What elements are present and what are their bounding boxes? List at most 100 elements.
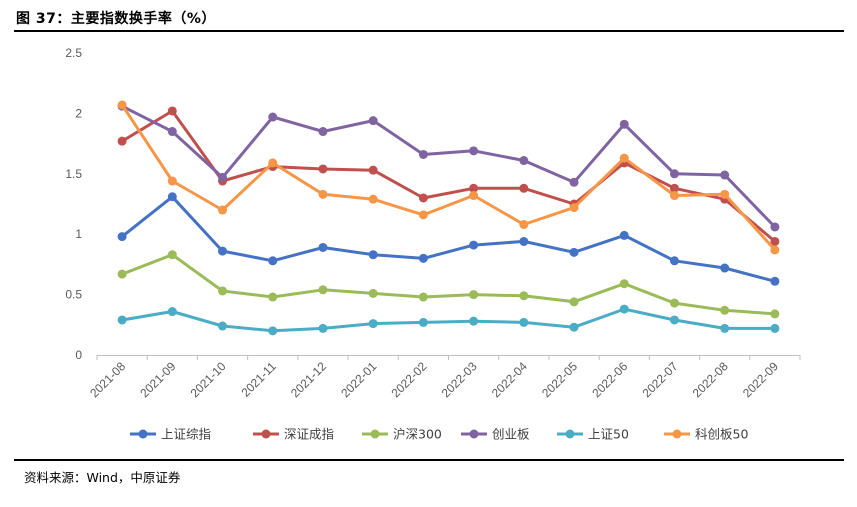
x-tick-label: 2022-09 (740, 359, 781, 400)
data-point (720, 189, 730, 199)
data-point (770, 245, 780, 255)
data-point (218, 321, 228, 331)
series-line (120, 104, 777, 229)
data-point (318, 127, 328, 137)
legend-label: 科创板50 (695, 427, 748, 442)
x-tick-label: 2022-05 (539, 359, 580, 400)
data-point (117, 269, 127, 279)
data-point (569, 203, 579, 213)
y-tick-label: 2.5 (65, 46, 82, 60)
y-tick-label: 0 (75, 348, 82, 362)
x-tick-label: 2022-04 (489, 359, 530, 400)
x-tick-label: 2022-06 (589, 359, 630, 400)
data-point (469, 183, 479, 193)
data-point (368, 165, 378, 175)
data-point (569, 177, 579, 187)
data-point (218, 286, 228, 296)
data-point (619, 279, 629, 289)
legend-label: 上证50 (588, 427, 629, 442)
figure-title: 图 37：主要指数换手率（%） (16, 11, 216, 27)
data-point (519, 220, 529, 230)
data-point (418, 193, 428, 203)
legend-label: 深证成指 (284, 427, 334, 442)
data-point (167, 307, 177, 317)
data-point (268, 112, 278, 122)
data-point (770, 323, 780, 333)
x-tick-label: 2022-07 (640, 359, 681, 400)
legend-label: 创业板 (492, 427, 530, 442)
data-point (519, 183, 529, 193)
x-tick-label: 2022-03 (439, 359, 480, 400)
x-tick-label: 2021-10 (188, 359, 229, 400)
data-point (218, 172, 228, 182)
data-point (720, 305, 730, 315)
data-point (469, 191, 479, 201)
legend-marker (370, 429, 380, 439)
legend-marker (469, 429, 479, 439)
data-point (268, 256, 278, 266)
data-point (167, 176, 177, 186)
data-point (469, 146, 479, 156)
y-tick-label: 1 (75, 227, 82, 241)
data-point (519, 236, 529, 246)
legend-marker (672, 429, 682, 439)
data-point (318, 285, 328, 295)
data-point (669, 256, 679, 266)
data-point (569, 297, 579, 307)
data-point (669, 315, 679, 325)
data-point (117, 100, 127, 110)
data-point (519, 317, 529, 327)
data-point (669, 298, 679, 308)
data-point (770, 236, 780, 246)
data-point (669, 191, 679, 201)
data-point (268, 326, 278, 336)
series-line (120, 109, 777, 243)
data-point (770, 309, 780, 319)
data-point (619, 153, 629, 163)
data-point (519, 291, 529, 301)
data-point (117, 136, 127, 146)
data-point (720, 170, 730, 180)
legend-label: 沪深300 (393, 427, 442, 442)
data-point (368, 319, 378, 329)
data-point (619, 119, 629, 129)
legend-marker (261, 429, 271, 439)
source-note: 资料来源：Wind，中原证券 (24, 470, 181, 485)
data-point (770, 276, 780, 286)
data-point (268, 158, 278, 168)
data-point (368, 288, 378, 298)
y-tick-label: 2 (75, 106, 82, 120)
x-tick-label: 2022-02 (388, 359, 429, 400)
data-point (770, 222, 780, 232)
data-point (720, 263, 730, 273)
x-tick-label: 2021-08 (87, 359, 128, 400)
data-point (469, 290, 479, 300)
data-point (418, 317, 428, 327)
legend-label: 上证综指 (161, 427, 211, 442)
series-line (120, 253, 777, 316)
data-point (569, 247, 579, 257)
data-point (469, 240, 479, 250)
data-point (418, 210, 428, 220)
x-tick-label: 2021-11 (238, 359, 279, 400)
data-point (669, 169, 679, 179)
series-line (120, 307, 777, 333)
data-point (318, 189, 328, 199)
data-point (318, 164, 328, 174)
data-point (569, 322, 579, 332)
data-point (519, 156, 529, 166)
data-point (368, 116, 378, 126)
legend-marker (565, 429, 575, 439)
y-tick-label: 1.5 (65, 167, 82, 181)
data-point (218, 205, 228, 215)
series-line (120, 195, 777, 283)
data-point (669, 183, 679, 193)
data-point (167, 250, 177, 260)
footer-rule (14, 459, 844, 461)
title-bar: 图 37：主要指数换手率（%） (14, 6, 844, 32)
data-point (117, 315, 127, 325)
x-tick-label: 2022-08 (690, 359, 731, 400)
data-point (368, 250, 378, 260)
series-line (120, 103, 777, 252)
data-point (720, 323, 730, 333)
